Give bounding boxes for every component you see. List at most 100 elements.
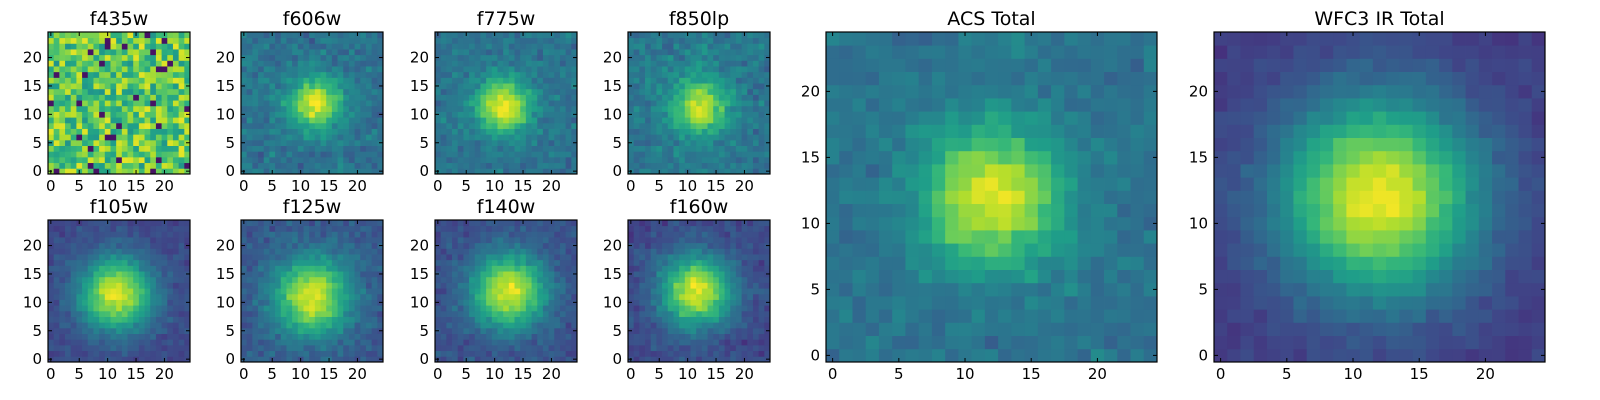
heatmap-cell [724,111,731,118]
heatmap-cell [440,105,447,112]
heatmap-cell [679,122,686,129]
heatmap-cell [537,288,544,295]
heatmap-cell [440,288,447,295]
heatmap-cell [667,139,674,146]
heatmap-cell [263,288,270,295]
heatmap-cell [446,111,453,118]
heatmap-cell [309,117,316,124]
heatmap-cell [559,254,567,261]
heatmap-cell [525,327,532,334]
heatmap-cell [633,288,640,295]
heatmap-cell [503,122,510,129]
heatmap-cell [662,111,669,118]
heatmap-cell [292,231,299,238]
heatmap-cell [537,54,544,61]
heatmap-cell [99,151,106,158]
heatmap-cell [474,305,481,312]
heatmap-cell [53,237,60,244]
axes-frame [47,219,191,363]
heatmap-cell [718,168,725,175]
heatmap-cell [747,32,754,39]
heatmap-cell [297,259,304,266]
heatmap-cell [303,49,310,56]
heatmap-cell [93,49,100,56]
heatmap-cell [565,128,572,135]
heatmap-cell [343,220,350,227]
heatmap-cell [628,105,635,112]
heatmap-cell [93,117,100,124]
heatmap-cell [297,333,304,340]
heatmap-cell [656,88,663,95]
heatmap-cell [684,344,691,352]
heatmap-cell [565,134,572,141]
heatmap-cell [457,162,464,169]
heatmap-cell [258,344,265,352]
heatmap-cell [503,344,510,352]
heatmap-cell [440,54,447,61]
heatmap-cell [87,145,94,152]
heatmap-cell [70,128,77,135]
heatmap-cell [59,316,66,323]
heatmap-cell [565,225,572,232]
heatmap-cell [690,71,697,78]
heatmap-cell [525,288,532,295]
heatmap-cell [354,344,361,352]
heatmap-cell [559,151,567,158]
heatmap-cell [331,327,338,334]
heatmap-cell [326,299,333,306]
heatmap-cell [377,310,384,317]
heatmap-cell [82,237,89,244]
x-tick-label: 0 [46,177,56,195]
heatmap-cell [633,282,640,289]
heatmap-cell [667,117,674,124]
heatmap-cell [452,105,459,112]
heatmap-cell [343,333,350,340]
heatmap-cell [701,37,708,44]
heatmap-cell [275,282,282,289]
heatmap-cell [469,105,476,112]
heatmap-cell [161,276,168,283]
heatmap-cell [480,32,487,39]
heatmap-cell [696,37,703,44]
heatmap-cell [747,350,754,357]
heatmap-cell [70,122,77,129]
heatmap-cell [537,156,544,164]
heatmap-cell [508,271,515,278]
heatmap-cell [297,293,304,300]
heatmap-cell [337,139,344,146]
heatmap-cell [121,333,128,340]
heatmap-cell [457,100,464,107]
heatmap-cell [508,333,515,340]
heatmap-cell [360,156,367,164]
heatmap-cell [48,316,55,323]
heatmap-cell [554,288,561,295]
heatmap-cell [554,162,561,169]
heatmap-cell [326,43,333,50]
heatmap-cell [474,265,481,272]
heatmap-cell [99,237,106,244]
heatmap-cell [87,305,94,312]
heatmap-cell [457,220,464,227]
heatmap-cell [184,145,191,152]
heatmap-cell [525,282,532,289]
heatmap-cell [565,66,572,73]
heatmap-cell [435,231,442,238]
heatmap-cell [645,276,652,283]
heatmap-cell [741,66,748,73]
heatmap-cell [656,134,663,141]
heatmap-cell [520,248,527,255]
heatmap-cell [269,310,276,317]
heatmap-cell [377,339,384,346]
heatmap-cell [167,100,174,107]
heatmap-cell [497,43,504,50]
heatmap-cell [87,282,94,289]
heatmap-cell [628,49,635,56]
heatmap-cell [758,88,765,95]
heatmap-cell [730,100,737,107]
heatmap-cell [469,83,476,90]
heatmap-cell [258,259,265,266]
heatmap-cell [348,111,355,118]
heatmap-cell [633,49,640,56]
heatmap-cell [520,77,527,84]
heatmap-cell [184,32,191,39]
